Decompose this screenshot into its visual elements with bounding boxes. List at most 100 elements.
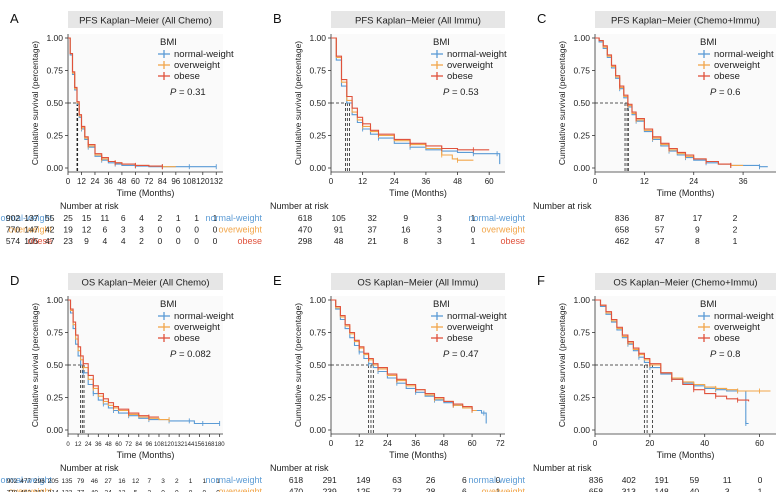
x-tick-label: 60 [115, 442, 122, 448]
risk-cell: 1 [189, 478, 193, 485]
risk-cell: 1 [471, 213, 476, 223]
x-tick-label: 20 [645, 439, 654, 448]
legend-label: obese [447, 333, 473, 344]
risk-table-title: Number at risk [60, 463, 119, 473]
km-curve-overweight [331, 37, 474, 161]
x-tick-label: 108 [154, 442, 165, 448]
risk-cell: 47 [655, 236, 665, 246]
y-tick-label: 0.00 [573, 163, 590, 173]
risk-cell: 0 [175, 490, 179, 492]
x-tick-label: 144 [184, 442, 195, 448]
risk-cell: 296 [34, 478, 45, 485]
x-tick-label: 156 [194, 442, 205, 448]
risk-cell: 6 [121, 213, 126, 223]
risk-cell: 470 [298, 225, 312, 235]
p-number: = 0.6 [716, 87, 740, 98]
risk-cell: 836 [589, 475, 603, 485]
legend-title: BMI [433, 299, 450, 310]
x-tick-label: 84 [158, 177, 167, 186]
risk-cell: 1 [733, 236, 738, 246]
risk-cell: 47 [45, 236, 55, 246]
risk-cell: 0 [189, 490, 193, 492]
risk-table-title: Number at risk [270, 201, 329, 211]
risk-cell: 59 [690, 475, 700, 485]
y-tick-label: 0.75 [573, 328, 590, 338]
risk-cell: 63 [392, 475, 402, 485]
p-value: P = 0.8 [710, 349, 740, 360]
legend-label: overweight [174, 60, 220, 71]
risk-row-label: normal-weight [468, 213, 525, 223]
risk-cell: 55 [45, 213, 55, 223]
x-tick-label: 0 [66, 177, 71, 186]
x-tick-label: 12 [75, 442, 82, 448]
risk-cell: 40 [91, 490, 99, 492]
title-strip [331, 273, 505, 290]
x-tick-label: 48 [453, 177, 462, 186]
risk-row-label: overweight [8, 487, 52, 492]
risk-cell: 23 [63, 236, 73, 246]
risk-cell: 37 [367, 225, 377, 235]
y-tick-label: 0.25 [573, 393, 590, 403]
risk-cell: 12 [118, 490, 126, 492]
risk-cell: 3 [437, 225, 442, 235]
risk-cell: 15 [82, 213, 92, 223]
risk-cell: 3 [437, 213, 442, 223]
x-axis-label: Time (Months) [389, 450, 447, 460]
y-axis-label: Cumulative survival (percentage) [557, 41, 567, 165]
legend-label: overweight [174, 322, 220, 333]
risk-table-title: Number at risk [270, 463, 329, 473]
km-panel-f: F OS Kaplan−Meier (Chemo+Immu) 0.00 0.25 0.5… [468, 273, 776, 492]
x-tick-label: 108 [183, 177, 197, 186]
x-tick-label: 36 [104, 177, 113, 186]
risk-cell: 1 [176, 213, 181, 223]
risk-cell: 0 [496, 475, 501, 485]
risk-cell: 9 [403, 213, 408, 223]
y-tick-label: 0.00 [46, 425, 63, 435]
km-panel-d: D OS Kaplan−Meier (All Chemo) 0.00 0.25 0.50… [0, 273, 234, 492]
x-tick-label: 36 [411, 439, 420, 448]
title-strip [595, 11, 776, 28]
risk-row-label: normal-weight [0, 213, 52, 223]
p-symbol: P [443, 87, 450, 98]
risk-cell: 0 [176, 236, 181, 246]
x-tick-label: 60 [131, 177, 140, 186]
y-tick-label: 1.00 [573, 33, 590, 43]
title-strip [68, 11, 223, 28]
x-tick-label: 72 [125, 442, 132, 448]
risk-cell: 1 [194, 213, 199, 223]
risk-cell: 16 [401, 225, 411, 235]
legend-label: overweight [714, 60, 760, 71]
risk-cell: 4 [102, 236, 107, 246]
p-symbol: P [443, 349, 450, 360]
risk-table-title: Number at risk [533, 463, 592, 473]
risk-cell: 8 [695, 236, 700, 246]
p-symbol: P [170, 87, 177, 98]
risk-cell: 48 [334, 236, 344, 246]
km-panel-c: C PFS Kaplan−Meier (Chemo+Immu) 0.00 0.25 0.… [468, 11, 776, 246]
plot-area [68, 34, 223, 172]
y-tick-label: 1.00 [46, 33, 63, 43]
risk-row-label: obese [500, 236, 525, 246]
x-axis-label: Time (Months) [657, 188, 715, 198]
risk-cell: 214 [48, 490, 59, 492]
panel-letter: D [10, 273, 19, 288]
risk-cell: 0 [194, 236, 199, 246]
risk-cell: 2 [158, 213, 163, 223]
risk-cell: 137 [24, 213, 38, 223]
x-tick-label: 60 [468, 439, 477, 448]
legend-label: overweight [714, 322, 760, 333]
y-tick-label: 0.75 [46, 328, 63, 338]
km-panel-a: A PFS Kaplan−Meier (All Chemo) 0.00 0.25 0.5… [0, 11, 234, 246]
risk-cell: 902 [7, 478, 18, 485]
legend-label: normal-weight [447, 311, 507, 322]
risk-cell: 0 [216, 490, 220, 492]
panel-letter: B [273, 11, 282, 26]
x-axis-label: Time (Months) [117, 450, 175, 460]
risk-cell: 3 [725, 487, 730, 492]
x-tick-label: 168 [205, 442, 216, 448]
y-axis-label: Cumulative survival (percentage) [557, 303, 567, 427]
y-axis-label: Cumulative survival (percentage) [293, 41, 303, 165]
risk-cell: 1 [496, 487, 501, 492]
y-tick-label: 1.00 [309, 33, 326, 43]
